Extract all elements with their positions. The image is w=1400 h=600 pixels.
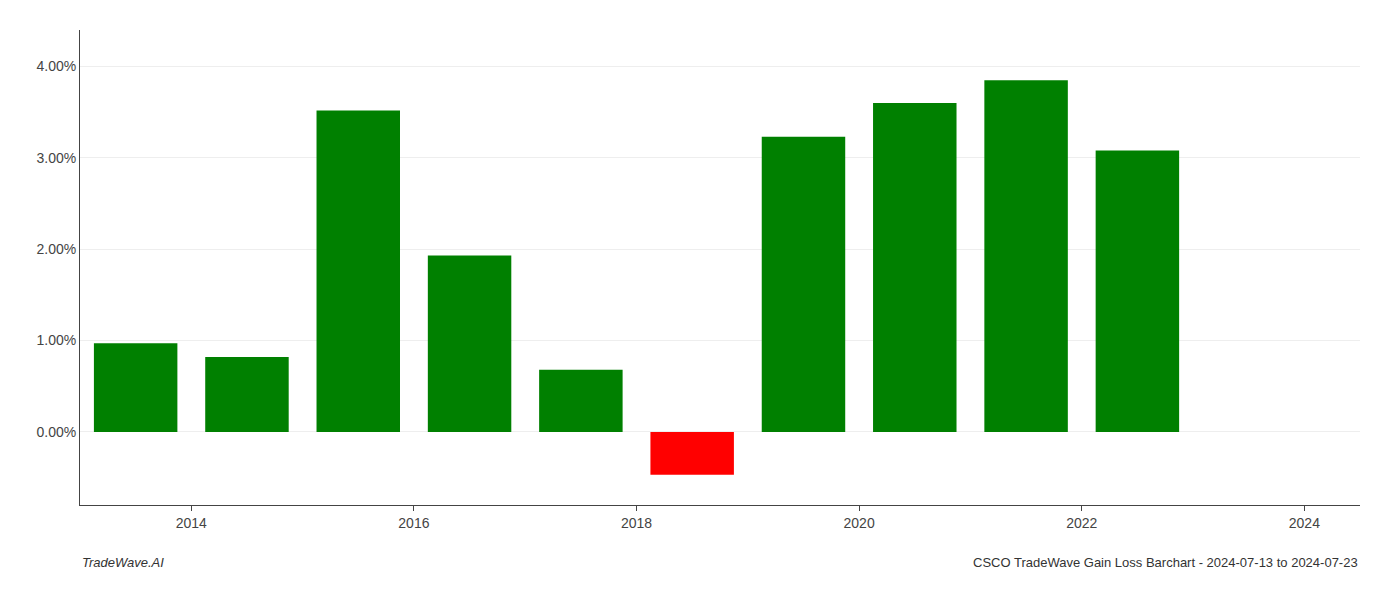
svg-text:2014: 2014 <box>176 515 207 531</box>
svg-text:2024: 2024 <box>1289 515 1320 531</box>
svg-text:2.00%: 2.00% <box>36 241 76 257</box>
svg-text:2020: 2020 <box>844 515 875 531</box>
svg-text:TradeWave.AI: TradeWave.AI <box>82 555 164 570</box>
svg-text:3.00%: 3.00% <box>36 150 76 166</box>
svg-text:CSCO TradeWave Gain Loss Barch: CSCO TradeWave Gain Loss Barchart - 2024… <box>973 555 1358 570</box>
svg-text:4.00%: 4.00% <box>36 58 76 74</box>
svg-text:2022: 2022 <box>1066 515 1097 531</box>
svg-text:0.00%: 0.00% <box>36 424 76 440</box>
svg-text:1.00%: 1.00% <box>36 332 76 348</box>
svg-text:2016: 2016 <box>398 515 429 531</box>
svg-text:2018: 2018 <box>621 515 652 531</box>
